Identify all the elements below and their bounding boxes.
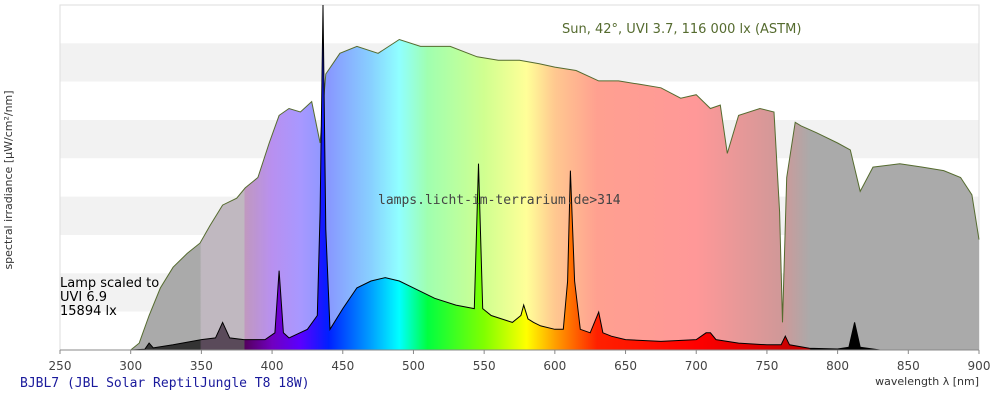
grid-band (60, 5, 979, 44)
x-tick-label: 750 (755, 359, 778, 373)
x-tick-label: 600 (543, 359, 566, 373)
x-tick-label: 650 (614, 359, 637, 373)
x-tick-label: 800 (826, 359, 849, 373)
x-tick-label: 500 (402, 359, 425, 373)
x-tick-label: 550 (473, 359, 496, 373)
x-tick-label: 250 (49, 359, 72, 373)
x-tick-label: 300 (119, 359, 142, 373)
x-tick-label: 700 (685, 359, 708, 373)
lamp-note: Lamp scaled to UVI 6.9 15894 lx (60, 277, 159, 319)
sun-title: Sun, 42°, UVI 3.7, 116 000 lx (ASTM) (562, 22, 802, 37)
lamp-note-line: UVI 6.9 (60, 290, 108, 305)
sun-line (130, 38, 980, 351)
lamp-note-line: 15894 lx (60, 304, 117, 319)
x-tick-label: 450 (331, 359, 354, 373)
x-tick-label: 350 (190, 359, 213, 373)
x-axis-label: wavelength λ [nm] (875, 375, 979, 388)
watermark: lamps.licht-im-terrarium.de>314 (378, 193, 621, 208)
lamp-note-line: Lamp scaled to (60, 276, 160, 291)
x-tick-label: 400 (261, 359, 284, 373)
lamp-name: BJBL7 (JBL Solar ReptilJungle T8 18W) (20, 376, 310, 391)
x-tick-label: 900 (968, 359, 991, 373)
y-axis-label: spectral irradiance [µW/cm²/nm] (2, 90, 15, 269)
x-tick-label: 850 (897, 359, 920, 373)
lamp-line (60, 4, 881, 351)
sun-area (130, 39, 979, 350)
